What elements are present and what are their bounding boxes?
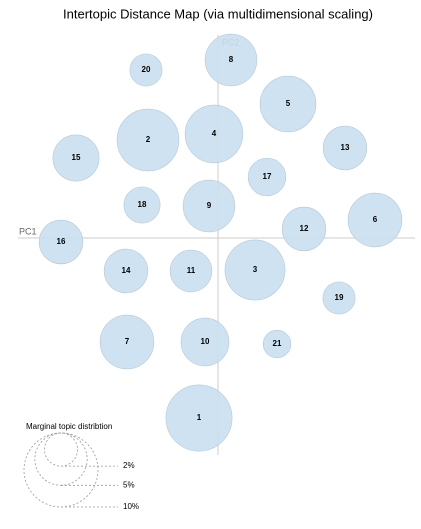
topic-bubble <box>99 314 155 370</box>
topic-label: 19 <box>335 293 344 302</box>
topic-bubble <box>116 108 180 172</box>
topic-bubble <box>52 134 100 182</box>
topic-bubble <box>169 249 213 293</box>
legend-label: 10% <box>123 502 139 511</box>
topic-label: 18 <box>138 200 147 209</box>
topic-bubble <box>281 206 327 252</box>
topic-label: 15 <box>72 153 81 162</box>
topic-label: 3 <box>253 265 258 274</box>
topic-bubble <box>204 33 258 87</box>
topic-label: 8 <box>229 55 234 64</box>
topic-label: 13 <box>341 143 350 152</box>
topic-label: 10 <box>201 337 210 346</box>
legend-title: Marginal topic distribtion <box>26 422 112 431</box>
topic-label: 1 <box>197 413 202 422</box>
legend-circle <box>23 432 99 508</box>
topic-label: 2 <box>146 135 151 144</box>
topic-label: 17 <box>263 172 272 181</box>
topic-bubble <box>322 281 356 315</box>
topic-label: 11 <box>187 266 196 275</box>
topic-label: 16 <box>57 237 66 246</box>
topic-label: 7 <box>125 337 130 346</box>
topic-bubble <box>224 239 286 301</box>
legend-circle <box>44 432 78 467</box>
topic-bubble <box>347 192 403 248</box>
topic-label: 6 <box>373 215 378 224</box>
topic-bubble <box>129 53 163 87</box>
topic-bubble <box>247 157 287 197</box>
topic-bubble <box>262 329 292 359</box>
x-axis-label: PC1 <box>19 226 37 236</box>
legend-label: 5% <box>123 480 135 489</box>
chart-title: Intertopic Distance Map (via multidimens… <box>63 6 373 21</box>
topic-label: 20 <box>142 65 151 74</box>
topic-bubble <box>182 179 236 233</box>
topic-bubble <box>123 186 161 224</box>
topic-bubble <box>165 384 233 452</box>
legend-circle <box>34 432 88 486</box>
legend-label: 2% <box>123 461 135 470</box>
topic-bubble <box>184 104 244 164</box>
topic-label: 5 <box>286 99 291 108</box>
topic-label: 4 <box>212 129 217 138</box>
topic-bubble <box>259 75 317 133</box>
topic-label: 14 <box>122 266 131 275</box>
topic-bubble <box>103 248 149 294</box>
topic-label: 21 <box>273 339 282 348</box>
topic-bubble <box>38 219 84 265</box>
topic-bubble <box>180 317 230 367</box>
topic-bubble <box>322 125 368 171</box>
topic-label: 12 <box>300 224 309 233</box>
topic-label: 9 <box>207 201 212 210</box>
